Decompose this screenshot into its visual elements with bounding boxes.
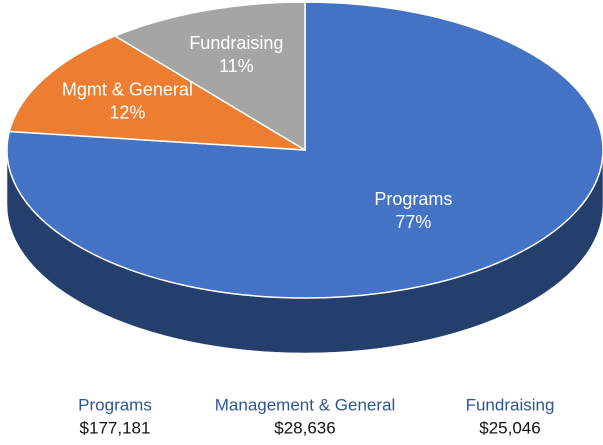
legend-amount: $177,181: [80, 418, 151, 437]
slice-label: Fundraising: [189, 33, 283, 53]
slice: [8, 35, 306, 151]
slice-label: Mgmt & General: [62, 79, 193, 99]
slice: [113, 1, 306, 152]
legend-amount: $28,636: [274, 418, 335, 437]
slice-label: Programs: [374, 189, 452, 209]
legend-label: Programs: [78, 395, 152, 414]
legend-label: Management & General: [215, 395, 396, 414]
slice-value-label: 77%: [395, 212, 431, 232]
slice-value-label: 12%: [109, 102, 145, 122]
legend-label: Fundraising: [466, 395, 555, 414]
legend-amount: $25,046: [479, 418, 540, 437]
slice-value-label: 11%: [219, 56, 254, 76]
